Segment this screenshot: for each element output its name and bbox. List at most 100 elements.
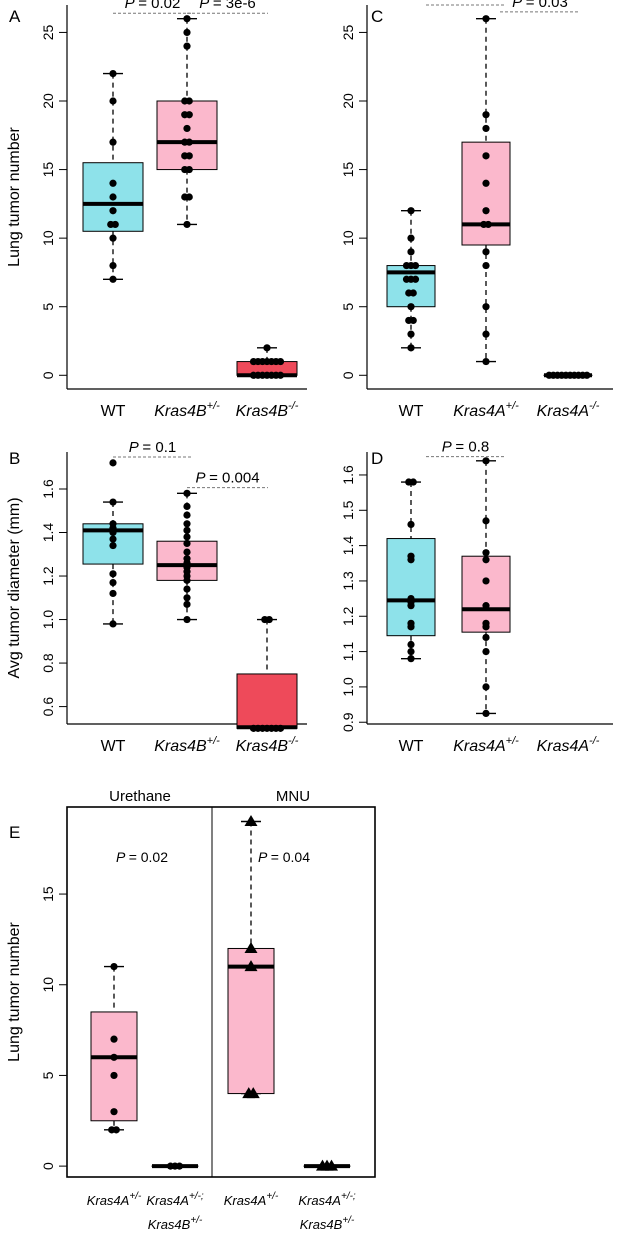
box-1 — [386, 478, 436, 663]
box-2 — [156, 15, 218, 229]
data-point — [482, 556, 490, 564]
category-name: Kras4A — [146, 1193, 189, 1208]
data-point — [482, 709, 490, 718]
data-point — [110, 1071, 118, 1080]
category-superscript: +/-; — [189, 1191, 204, 1202]
data-point — [407, 647, 415, 656]
y-tick-label: 15 — [340, 162, 356, 178]
p-value: = 3e-6 — [213, 0, 256, 12]
box-body — [461, 555, 511, 633]
data-point — [409, 289, 417, 297]
data-point — [183, 124, 191, 133]
category-name: Kras4B — [148, 1217, 191, 1232]
p-letter: P — [442, 439, 456, 456]
data-point — [183, 28, 191, 37]
data-point — [246, 1087, 260, 1099]
p-value: = 0.01 — [451, 0, 493, 4]
x-category-label: Kras4B+/- — [300, 1215, 355, 1232]
data-point — [482, 549, 490, 557]
data-point — [407, 552, 415, 560]
data-point — [109, 179, 117, 187]
data-point — [407, 303, 415, 311]
data-point — [109, 498, 117, 506]
y-tick-label: 0 — [340, 371, 356, 379]
p-value: = 0.004 — [209, 470, 259, 487]
data-point — [109, 589, 117, 598]
data-point — [482, 330, 490, 338]
data-point — [325, 1159, 338, 1171]
y-tick-label: 1.5 — [340, 500, 356, 520]
box-3 — [236, 615, 298, 732]
data-point — [482, 179, 490, 187]
category-superscript: +/- — [266, 1191, 279, 1202]
data-point — [109, 459, 117, 467]
data-point — [265, 615, 273, 624]
data-point — [110, 1035, 118, 1043]
data-point — [111, 220, 119, 229]
x-category-label: Kras4B-/- — [236, 400, 299, 420]
data-point — [409, 316, 417, 325]
y-tick-label: 1.0 — [340, 677, 356, 697]
category-name: Kras4A — [453, 738, 505, 755]
category-superscript: -/- — [589, 400, 600, 412]
data-point — [407, 248, 415, 256]
data-point — [183, 594, 191, 602]
p-value: = 0.03 — [526, 0, 568, 11]
data-point — [407, 207, 415, 215]
box-4 — [303, 1159, 351, 1171]
data-point — [183, 548, 191, 556]
panel-letter: C — [371, 7, 383, 26]
data-point — [407, 344, 415, 352]
category-name: WT — [399, 403, 424, 420]
x-category-label: Kras4A-/- — [537, 400, 600, 420]
y-tick-label: 1.6 — [340, 465, 356, 485]
data-point — [482, 457, 490, 465]
y-tick-label: 0.6 — [40, 697, 56, 717]
panel-letter: E — [9, 823, 20, 842]
panel-D: D 0.9 1.0 1.1 1.2 1.3 1.4 1.5 1.6 P = 0.8 WT Kras4A… — [340, 439, 613, 755]
data-point — [110, 1108, 118, 1116]
category-superscript: -/- — [288, 735, 299, 747]
category-name: Kras4B — [300, 1217, 343, 1232]
data-point — [482, 261, 490, 270]
data-point — [183, 42, 191, 50]
x-category-label: Kras4A+/- — [453, 400, 519, 420]
data-point — [482, 15, 490, 23]
data-point — [185, 193, 193, 201]
y-tick-label: 25 — [340, 24, 356, 40]
p-value: = 0.1 — [142, 439, 176, 456]
box-1 — [90, 963, 138, 1134]
x-category-label: Kras4B-/- — [236, 735, 299, 755]
data-point — [109, 275, 117, 283]
data-point — [185, 97, 193, 105]
y-tick-label: 1.2 — [340, 606, 356, 626]
x-category-label: Kras4A+/- — [224, 1191, 279, 1208]
p-value: = 0.02 — [129, 849, 169, 865]
p-value: = 0.8 — [455, 439, 489, 456]
panel-letter: D — [371, 449, 383, 468]
data-point — [482, 577, 490, 585]
y-tick-label: 1.3 — [340, 571, 356, 591]
category-superscript: +/- — [190, 1215, 203, 1226]
category-superscript: -/- — [288, 400, 299, 412]
data-point — [109, 261, 117, 270]
data-point — [185, 165, 193, 174]
x-category-label: Kras4B+/- — [148, 1215, 203, 1232]
y-tick-label: 0.9 — [340, 712, 356, 732]
data-point — [409, 478, 417, 486]
data-point — [183, 489, 191, 497]
data-point — [407, 234, 415, 242]
box-3 — [236, 344, 298, 379]
y-tick-label: 1.4 — [340, 536, 356, 556]
data-point — [112, 1126, 120, 1134]
data-point — [407, 594, 415, 603]
box-3 — [543, 371, 593, 379]
data-point — [583, 371, 591, 379]
data-point — [482, 619, 490, 627]
data-point — [183, 526, 191, 534]
data-point — [407, 640, 415, 649]
category-superscript: +/- — [129, 1191, 142, 1202]
panel-letter: A — [9, 7, 21, 26]
box-3 — [227, 815, 275, 1099]
